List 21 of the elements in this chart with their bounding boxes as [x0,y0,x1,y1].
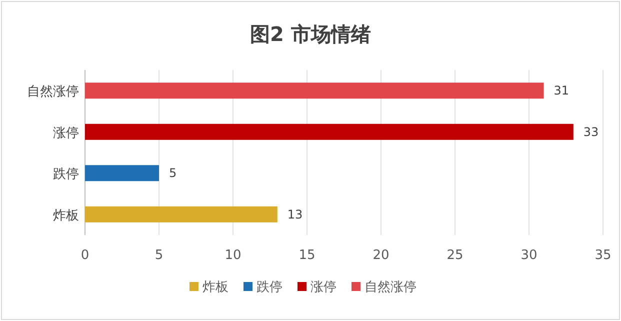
data-label: 5 [169,166,177,180]
x-tick-label: 10 [224,248,242,263]
data-label: 33 [583,124,599,139]
x-tick-label: 30 [520,248,538,263]
x-tick-label: 15 [298,248,316,263]
y-tick-label: 炸板 [53,208,79,224]
x-tick-label: 0 [80,248,90,263]
legend-label: 炸板 [202,280,228,295]
data-label: 31 [554,84,570,98]
data-label: 13 [287,207,303,222]
chart-title: 图2 市场情绪 [250,22,371,46]
x-tick-label: 5 [154,248,164,263]
x-tick-label: 35 [594,248,612,263]
legend-label: 自然涨停 [364,280,416,295]
legend-label: 涨停 [310,280,336,295]
y-tick-label: 涨停 [53,126,79,141]
y-tick-label: 自然涨停 [27,84,79,100]
legend-label: 跌停 [256,280,282,295]
x-tick-label: 25 [446,248,464,263]
y-tick-label: 跌停 [53,167,79,182]
x-tick-label: 20 [372,248,390,263]
